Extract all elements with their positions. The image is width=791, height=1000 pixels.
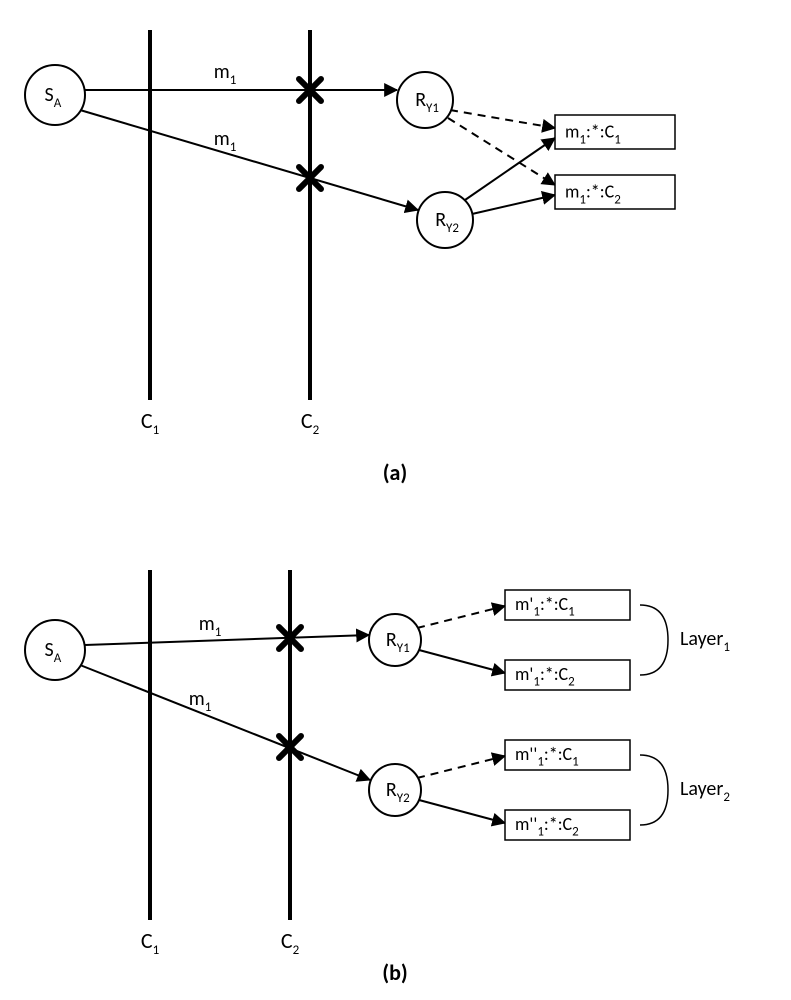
edge [80,665,370,780]
edge [417,606,505,628]
edge [419,650,505,673]
svg-text:C1: C1 [141,407,159,438]
svg-text:m1: m1 [214,127,237,155]
panel-caption: (b) [382,959,408,986]
edge [472,195,555,214]
svg-text:m1: m1 [199,612,222,640]
edge [419,800,505,823]
edge [450,110,555,128]
svg-text:C2: C2 [301,407,320,438]
edge [465,138,555,200]
svg-text:Layer2: Layer2 [680,777,730,805]
svg-text:m1: m1 [189,687,212,715]
svg-text:m1: m1 [214,60,237,88]
edge [85,635,369,645]
svg-text:C1: C1 [141,927,159,958]
svg-text:Layer1: Layer1 [680,627,730,655]
panel: C1C2m1m1SARY1RY2m'1:*:C1m'1:*:C2m''1:*:C… [25,570,730,986]
panel: C1C2m1m1SARY1RY2m1:*:C1m1:*:C2(a) [25,30,675,486]
brace [640,605,668,675]
svg-text:C2: C2 [281,927,300,958]
brace [640,755,668,825]
edge [417,756,505,778]
edge [80,110,418,210]
panel-caption: (a) [383,459,408,486]
